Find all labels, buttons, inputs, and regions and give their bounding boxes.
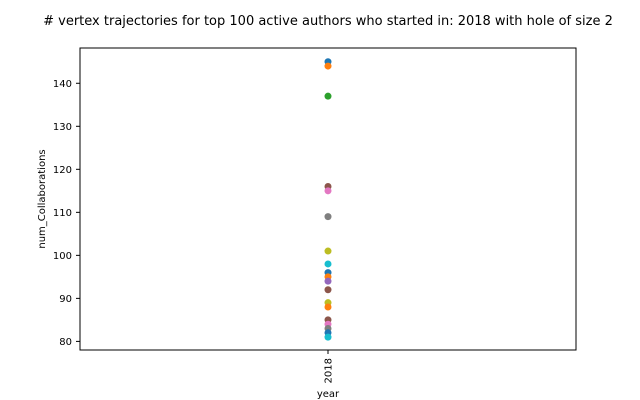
- y-tick-label: 90: [59, 294, 72, 305]
- data-point: [324, 333, 332, 341]
- y-tick-label: 140: [53, 79, 72, 90]
- x-axis-label: year: [317, 389, 340, 400]
- data-point: [324, 213, 332, 221]
- data-points: [324, 58, 332, 341]
- y-tick-label: 80: [59, 337, 72, 348]
- y-tick-label: 120: [53, 165, 72, 176]
- data-point: [324, 260, 332, 268]
- data-point: [324, 62, 332, 70]
- x-axis: 2018: [324, 350, 335, 383]
- y-axis: 80 90 100 110 120 130 140: [53, 79, 80, 348]
- y-axis-label: num_Collaborations: [37, 149, 48, 248]
- data-point: [324, 286, 332, 294]
- data-point: [324, 247, 332, 255]
- y-tick-label: 110: [53, 208, 72, 219]
- y-tick-label: 100: [53, 251, 72, 262]
- y-tick-label: 130: [53, 122, 72, 133]
- data-point: [324, 303, 332, 311]
- chart-title: # vertex trajectories for top 100 active…: [43, 14, 613, 29]
- x-tick-label: 2018: [324, 358, 335, 383]
- data-point: [324, 92, 332, 100]
- data-point: [324, 187, 332, 195]
- data-point: [324, 277, 332, 285]
